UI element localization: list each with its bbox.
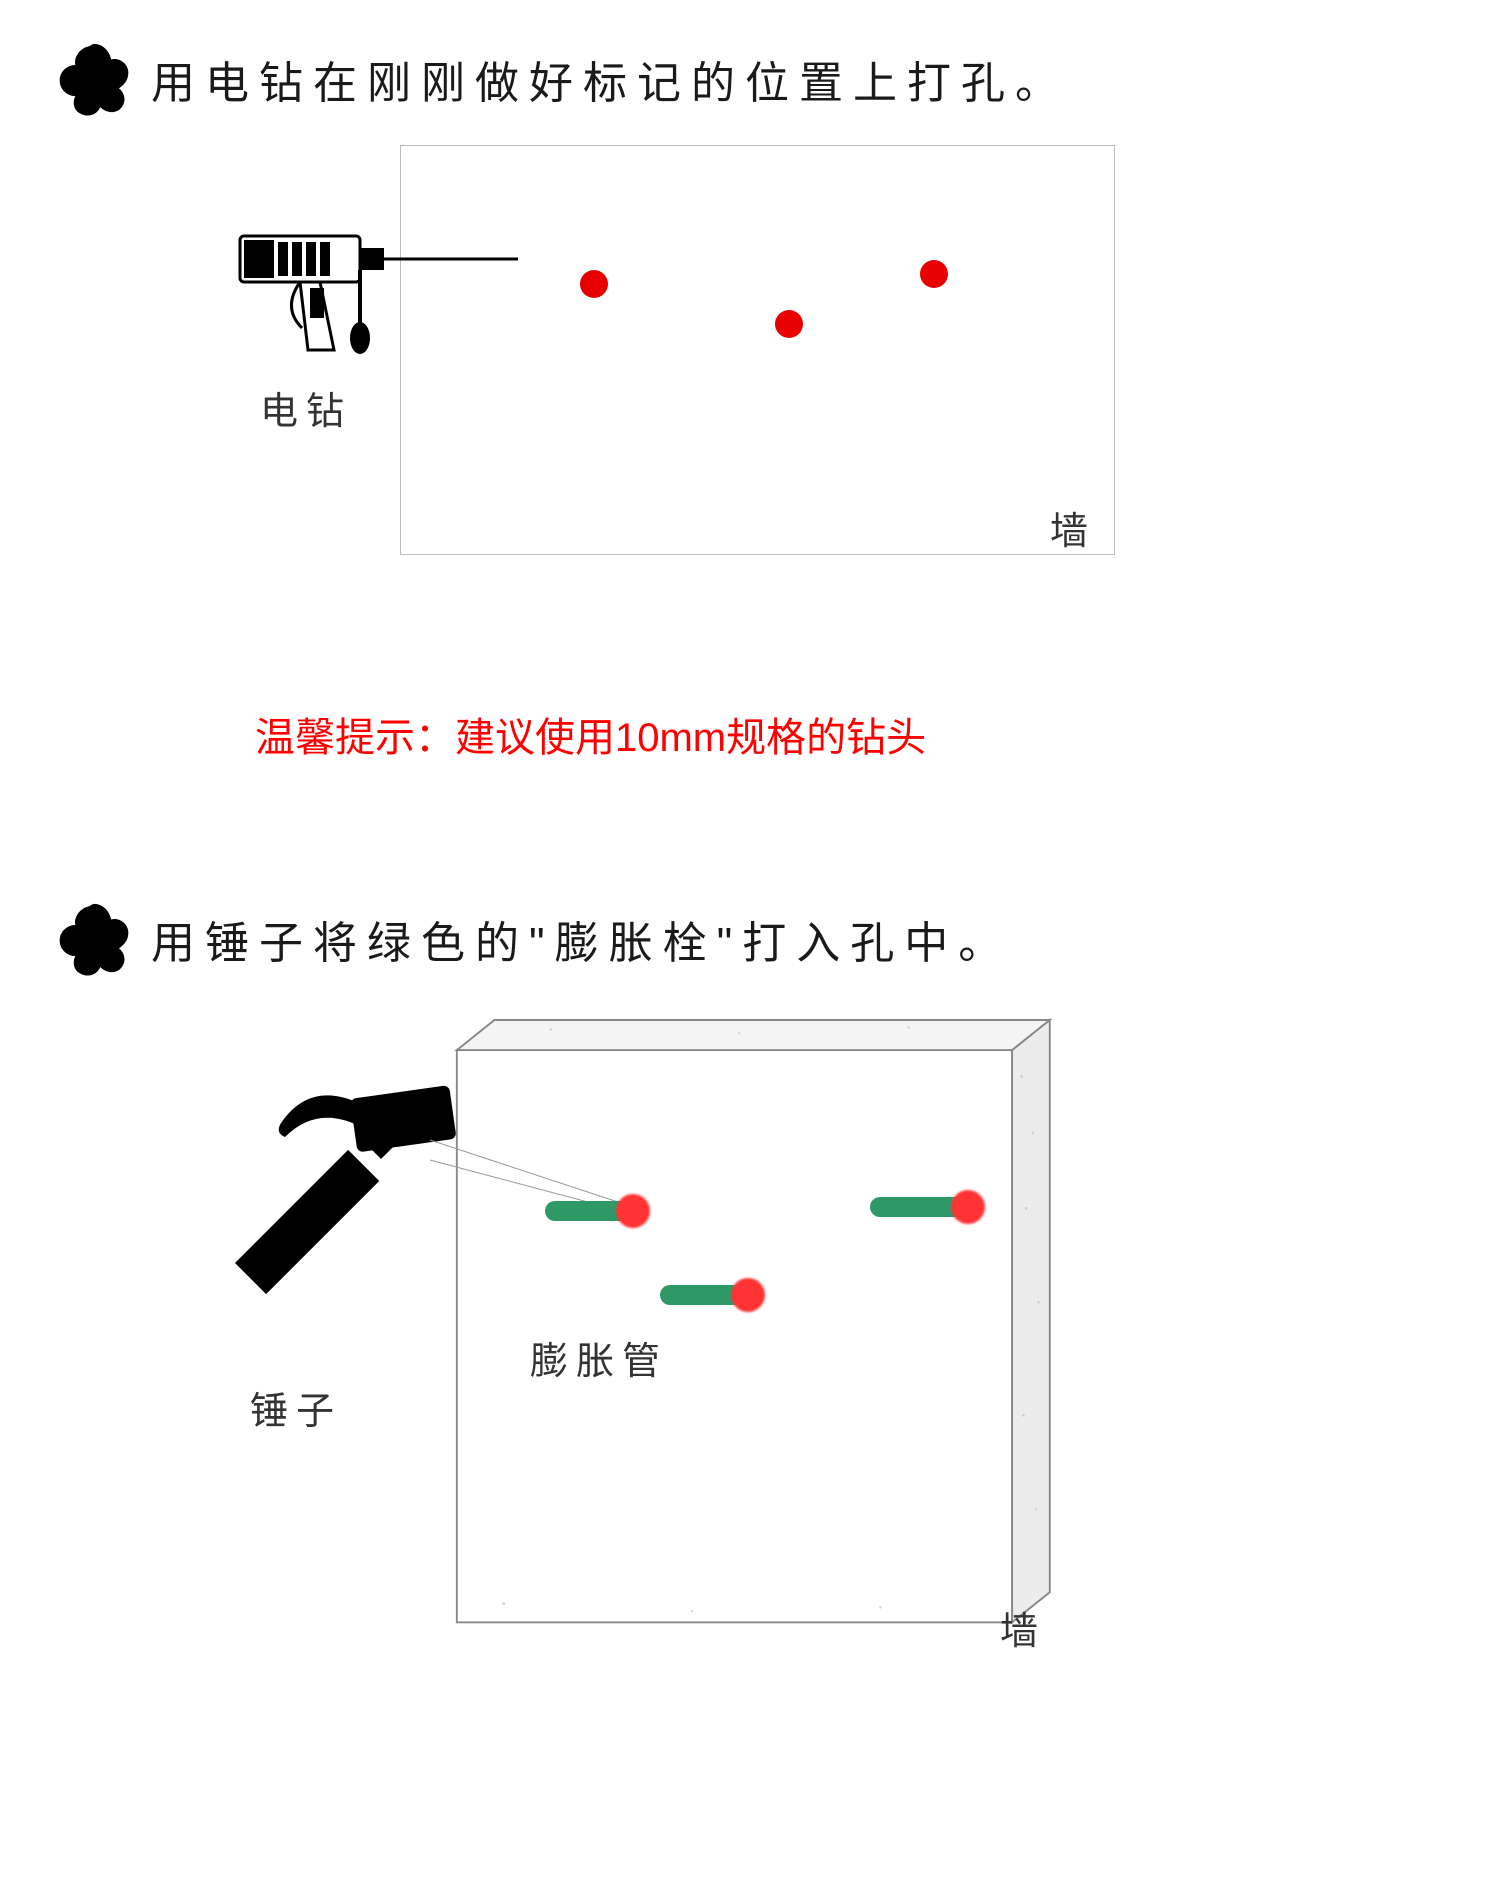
step-4-title: 用锤子将绿色的"膨胀栓"打入孔中。: [151, 907, 1012, 971]
mark-dot: [920, 260, 948, 288]
mark-dot: [580, 270, 608, 298]
step-3-wall-label: 墙: [1050, 500, 1096, 555]
flower-badge-icon: [55, 40, 133, 118]
wall-anchor: [660, 1278, 765, 1312]
wall-anchor: [870, 1190, 985, 1224]
hammer-icon: [215, 1075, 475, 1335]
drill-label: 电钻: [260, 380, 352, 435]
step-4-number: 4: [55, 983, 133, 1061]
step-3-badge: 3: [55, 40, 133, 118]
step-3-header: 3 用电钻在刚刚做好标记的位置上打孔。: [55, 40, 1069, 118]
step-3-number: 3: [55, 123, 133, 201]
hammer-label: 锤子: [250, 1380, 342, 1435]
flower-badge-icon: [55, 900, 133, 978]
mark-dot: [775, 310, 803, 338]
warm-tip: 温馨提示：建议使用10mm规格的钻头: [255, 705, 926, 763]
anchor-label: 膨胀管: [530, 1330, 668, 1385]
step-4-header: 4 用锤子将绿色的"膨胀栓"打入孔中。: [55, 900, 1012, 978]
drill-icon: [230, 218, 520, 368]
step-3-title: 用电钻在刚刚做好标记的位置上打孔。: [151, 47, 1069, 111]
wall-anchor: [545, 1194, 650, 1228]
step-4-wall-label: 墙: [1000, 1600, 1046, 1655]
step-4-badge: 4: [55, 900, 133, 978]
